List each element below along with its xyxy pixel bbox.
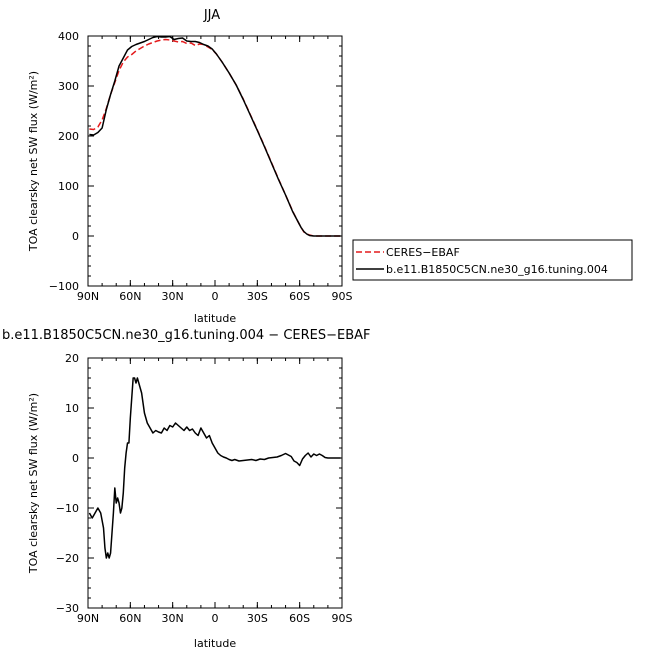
top-panel: JJA 90N 60N 30N 0 30S 60S 90S −100 0 100 200 300 40… [27,8,633,325]
axis-ticks [87,35,343,287]
series-line-difference [88,377,341,559]
y-tick-labels: −100 0 100 200 300 400 [49,30,79,293]
x-tick-label: 30S [247,612,268,625]
y-tick-label: −30 [56,602,79,615]
legend: CERES−EBAF b.e11.B1850C5CN.ne30_g16.tuni… [352,239,633,281]
chart-title: b.e11.B1850C5CN.ne30_g16.tuning.004 − CE… [2,328,371,343]
x-tick-label: 90N [77,290,99,303]
plot-frame [87,357,343,609]
x-tick-label: 30N [162,290,184,303]
y-tick-label: −100 [49,280,79,293]
y-tick-label: 10 [65,402,79,415]
x-tick-label: 90S [332,612,353,625]
plot-frame [87,35,343,287]
y-tick-label: 20 [65,352,79,365]
x-tick-label: 30N [162,612,184,625]
x-tick-label: 60S [289,290,310,303]
y-tick-labels: −30 −20 −10 0 10 20 [56,352,79,615]
y-tick-label: −10 [56,502,79,515]
y-tick-label: 0 [72,452,79,465]
series-line-model [89,35,341,237]
x-tick-label: 30S [247,290,268,303]
series-lines [89,35,341,237]
y-tick-label: −20 [56,552,79,565]
x-axis-label: latitude [194,637,236,650]
y-tick-label: 400 [58,30,79,43]
x-tick-labels: 90N 60N 30N 0 30S 60S 90S [77,290,353,303]
y-tick-label: 200 [58,130,79,143]
series-line-ceres [89,38,341,237]
bottom-panel: b.e11.B1850C5CN.ne30_g16.tuning.004 − CE… [2,328,371,650]
legend-label-model: b.e11.B1850C5CN.ne30_g16.tuning.004 [386,263,608,276]
axis-ticks [87,357,343,609]
x-tick-label: 90N [77,612,99,625]
y-tick-label: 0 [72,230,79,243]
chart-title: JJA [203,8,220,23]
x-tick-label: 60S [289,612,310,625]
y-tick-label: 300 [58,80,79,93]
y-tick-label: 100 [58,180,79,193]
x-tick-labels: 90N 60N 30N 0 30S 60S 90S [77,612,353,625]
x-tick-label: 60N [119,290,141,303]
y-axis-label: TOA clearsky net SW flux (W/m²) [27,393,40,574]
x-tick-label: 0 [212,290,219,303]
x-tick-label: 0 [212,612,219,625]
y-axis-label: TOA clearsky net SW flux (W/m²) [27,71,40,252]
x-axis-label: latitude [194,312,236,325]
legend-label-ceres: CERES−EBAF [386,246,460,259]
x-tick-label: 60N [119,612,141,625]
legend-box [352,239,633,281]
series-lines [88,377,341,559]
x-tick-label: 90S [332,290,353,303]
